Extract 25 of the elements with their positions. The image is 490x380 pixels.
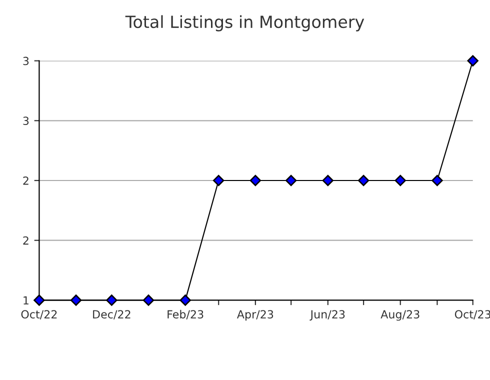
point	[142, 294, 154, 306]
x-tick-label: Apr/23	[236, 310, 274, 321]
y-tick-label: 2	[23, 176, 28, 185]
point	[180, 294, 191, 306]
y-tick-label: 1	[24, 296, 28, 304]
point	[394, 174, 406, 186]
x-tick-label: Oct/22	[21, 310, 57, 320]
point	[322, 174, 334, 186]
point	[285, 174, 297, 186]
x-tick-label: Feb/23	[168, 310, 204, 320]
x-tick-label: Dec/22	[93, 310, 130, 320]
y-tick-label: 3	[23, 56, 29, 66]
point	[467, 55, 478, 66]
point	[250, 174, 262, 186]
point	[358, 174, 370, 186]
point	[212, 174, 224, 186]
point	[432, 174, 443, 186]
y-tick-label: 3	[23, 116, 29, 126]
x-tick-label: Jun/23	[310, 310, 345, 321]
chart-title: Total Listings in Montgomery	[125, 15, 364, 32]
x-tick-label: Aug/23	[380, 310, 420, 321]
y-tick-label: 2	[23, 236, 28, 245]
point	[70, 294, 82, 306]
point	[106, 294, 118, 306]
point	[34, 294, 45, 306]
